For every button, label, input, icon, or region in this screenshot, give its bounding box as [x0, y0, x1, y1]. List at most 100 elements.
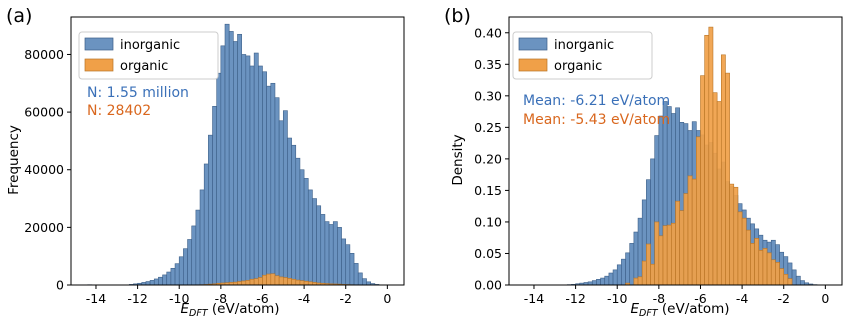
panel-a-x-tick-label-2: -10 [169, 291, 189, 306]
panel-a-y-tick-label-2: 40000 [24, 162, 64, 177]
panel-a-y-tick-label-0: 0 [56, 278, 64, 293]
panel-b-organic-bar-2 [637, 276, 643, 286]
panel-a-inorganic-bar-16 [191, 225, 197, 286]
panel-a-inorganic-bar-41 [295, 157, 301, 286]
panel-b-organic-bar-37 [783, 273, 789, 286]
panel-b-x-ticks: -14 -12 -10 -8 -6 -4 -2 0 [524, 285, 829, 306]
panel-a-x-tick-label-5: -4 [298, 291, 311, 306]
panel-b-label: (b) [444, 5, 471, 27]
panel-a-inorganic-bar-50 [332, 221, 338, 286]
panel-a-y-tick-label-3: 60000 [24, 105, 64, 120]
panel-a-y-tick-label-1: 20000 [24, 220, 64, 235]
panel-b-organic-bar-26 [737, 211, 743, 286]
panel-b-organic-bar-11 [675, 200, 680, 286]
panel-b-x-tick-label-5: -4 [736, 291, 749, 306]
panel-a-inorganic-bar-53 [345, 244, 351, 286]
panel-a-inorganic-bar-34 [266, 85, 272, 286]
panel-a-inorganic-bar-17 [195, 209, 201, 286]
panel-a-inorganic-bar-40 [291, 144, 297, 286]
panel-b-mean-organic: Mean: -5.43 eV/atom [523, 112, 670, 128]
panel-a-legend-organic-swatch [84, 58, 114, 72]
panel-b-y-tick-label-7: 0.35 [474, 57, 502, 72]
panel-a-x-ticks: -14 -12 -10 -8 -6 -4 -2 0 [86, 285, 391, 306]
panel-b-organic-bar-22 [720, 54, 726, 286]
panel-a-inorganic-bar-15 [187, 239, 193, 286]
panel-b-x-tick-label-6: -2 [777, 291, 789, 306]
panel-a-inorganic-bar-22 [216, 72, 222, 286]
panel-a-organic-bar-27 [303, 280, 309, 286]
panel-a-inorganic-bar-54 [349, 253, 355, 286]
panel-b-legend-inorganic: inorganic [554, 38, 614, 53]
panel-b-inorganic-bar-8 [596, 279, 601, 286]
panel-a-inorganic-bar-26 [233, 41, 238, 286]
panel-a-organic-bar-14 [249, 278, 255, 286]
panel-b-legend-box [512, 31, 653, 80]
panel-b-organic-bar-4 [646, 243, 651, 286]
panel-b-xlabel: EDFT (eV/atom) [630, 301, 729, 319]
panel-a-x-tick-label-6: -2 [339, 291, 351, 306]
panel-b-y-tick-label-4: 0.20 [474, 151, 502, 166]
panel-a-inorganic-bar-56 [357, 272, 363, 286]
panel-a-legend-inorganic: inorganic [120, 38, 180, 53]
panel-a-inorganic-bar-7 [153, 278, 159, 286]
panel-b-organic-bar-7 [658, 235, 664, 286]
panel-b-organic-bar-36 [779, 268, 785, 286]
panel-a-inorganic-bar-45 [312, 198, 317, 286]
panel-a-inorganic-bar-52 [341, 238, 347, 286]
panel-b-organic-bar-1 [633, 277, 639, 286]
panel-a-organic-bar-22 [282, 277, 288, 286]
panel-b-organic-bar-24 [729, 183, 735, 286]
panel-a-inorganic-bar-31 [253, 52, 259, 286]
panel-b-inorganic-bar-9 [600, 277, 606, 286]
panel-b-organic-bar-20 [712, 92, 718, 286]
panel-b-organic-bar-3 [641, 260, 647, 286]
panel-a-organic-bar-24 [291, 278, 297, 286]
panel-a-count-inorganic: N: 1.55 million [87, 85, 189, 101]
panel-b-organic-bar-10 [671, 222, 676, 286]
panel-a-organic-bar-19 [270, 273, 276, 286]
panel-a-label: (a) [6, 5, 32, 27]
panel-b-organic-bar-30 [754, 238, 760, 286]
panel-b-inorganic-bar-10 [604, 275, 610, 286]
panel-b-organic-bar-14 [687, 175, 693, 286]
panel-b-organic-bar-18 [704, 34, 710, 286]
panel-a-organic-bar-26 [299, 280, 305, 286]
panel-a-inorganic-bar-47 [320, 214, 326, 286]
panel-b-inorganic-bar-7 [591, 280, 597, 286]
panel-a-inorganic-bar-21 [212, 106, 217, 286]
panel-b-x-tick-label-2: -10 [607, 291, 627, 306]
panel-b-organic-bar-33 [766, 252, 772, 286]
panel-a-organic-bar-17 [262, 274, 267, 286]
panel-a-organic-bar-16 [258, 277, 263, 286]
panel-a-ylabel: Frequency [6, 125, 22, 195]
panel-b-y-tick-label-8: 0.40 [474, 25, 502, 40]
panel-a-inorganic-bar-13 [178, 256, 184, 286]
panel-b-organic-bar-23 [725, 72, 730, 286]
panel-a-inorganic-bar-14 [183, 248, 188, 286]
panel-b-inorganic-bar-57 [800, 280, 805, 286]
panel-a-inorganic-bar-18 [199, 189, 205, 286]
panel-b-organic-bar-27 [741, 217, 747, 286]
panel-a-organic-bar-12 [241, 280, 247, 286]
panel-b-organic-bar-16 [696, 136, 701, 286]
panel-a-organic-bar-23 [287, 278, 292, 286]
panel-b-axes-frame [508, 16, 843, 286]
panel-a-xlabel: EDFT (eV/atom) [180, 301, 279, 319]
panel-a-axes-frame [70, 16, 405, 286]
panel-a-inorganic-bar-36 [274, 97, 280, 286]
panel-a-inorganic-bar-49 [328, 224, 334, 286]
panel-a-organic-bar-15 [253, 278, 259, 286]
panel-b-inorganic-bar-18 [637, 217, 643, 286]
panel-a-inorganic-bar-10 [166, 271, 172, 286]
panel-a-inorganic-bar-44 [307, 189, 313, 286]
panel-b-inorganic-bar-15 [625, 252, 631, 286]
panel-b-x-tick-label-1: -12 [565, 291, 585, 306]
panel-b-legend-inorganic-swatch [518, 37, 548, 51]
panel-a-inorganic-bar-6 [149, 280, 155, 286]
panel-a-x-tick-label-1: -12 [127, 291, 147, 306]
panel-b-x-tick-label-3: -8 [653, 291, 666, 306]
panel-a-inorganic-bar-39 [287, 137, 292, 286]
panel-b-inorganic-bar-11 [608, 272, 614, 286]
panel-b-x-tick-label-0: -14 [524, 291, 544, 306]
